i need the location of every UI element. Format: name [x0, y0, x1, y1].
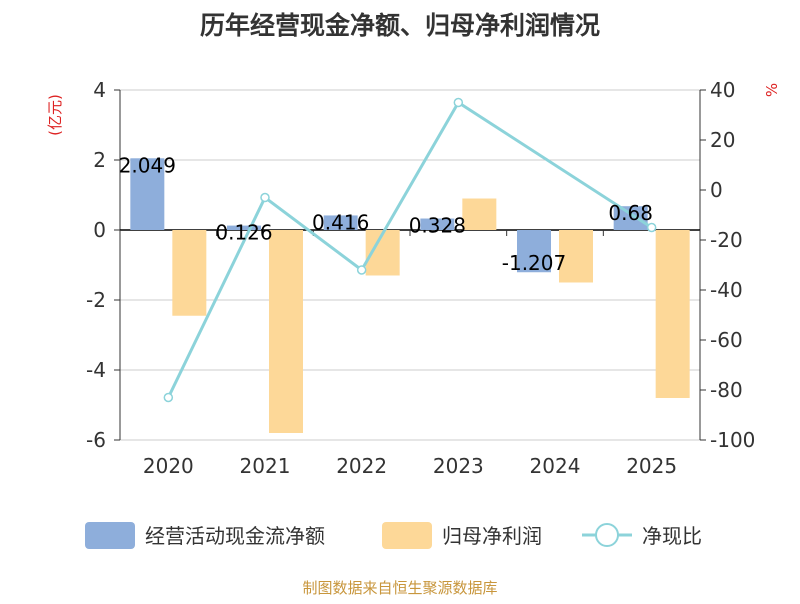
left-tick-label: -2: [86, 288, 106, 312]
right-tick-label: 0: [710, 178, 723, 202]
legend-ratio-label: 净现比: [642, 524, 702, 548]
right-tick-label: 40: [710, 78, 735, 102]
legend-cashflow-label: 经营活动现金流净额: [145, 524, 325, 548]
cashflow-data-label: 2.049: [119, 153, 176, 177]
category-label: 2022: [336, 454, 387, 478]
net-profit-bar: [462, 198, 497, 230]
net-profit-bar: [172, 230, 207, 316]
bars: [130, 158, 690, 433]
left-tick-label: -6: [86, 428, 106, 452]
left-tick-label: 2: [93, 148, 106, 172]
cashflow-data-label: 0.126: [215, 221, 272, 245]
ratio-point: [163, 392, 174, 403]
right-tick-label: 20: [710, 128, 735, 152]
right-tick-label: -40: [710, 278, 743, 302]
category-label: 2023: [433, 454, 484, 478]
source-note: 制图数据来自恒生聚源数据库: [302, 579, 497, 597]
cashflow-bar: [517, 230, 551, 273]
cashflow-data-label: 0.328: [409, 214, 466, 238]
right-axis-unit: %: [763, 83, 781, 97]
net-profit-bar: [269, 230, 303, 433]
legend[interactable]: 经营活动现金流净额 归母净利润 净现比: [85, 522, 702, 549]
category-label: 2020: [143, 454, 194, 478]
net-profit-bar: [655, 230, 690, 398]
category-label: 2025: [626, 454, 677, 478]
cashflow-bar: [613, 206, 648, 230]
cashflow-bar: [227, 225, 261, 230]
gridlines: [120, 89, 700, 441]
cashflow-data-label: 0.68: [608, 201, 653, 225]
ratio-point: [453, 97, 464, 108]
data-labels: 2.049 0.126 0.416 0.328 -1.207 0.68: [119, 153, 653, 275]
legend-net-profit[interactable]: 归母净利润: [382, 522, 542, 549]
right-tick-label: -60: [710, 328, 743, 352]
ratio-point: [260, 192, 270, 203]
left-tick-label: 0: [93, 218, 106, 242]
legend-ratio-swatch-marker: [595, 523, 619, 547]
category-label: 2024: [530, 454, 581, 478]
legend-cashflow-swatch: [85, 522, 135, 549]
cashflow-data-label: 0.416: [312, 210, 369, 234]
legend-cashflow[interactable]: 经营活动现金流净额: [85, 522, 325, 549]
cashflow-bar: [420, 218, 455, 230]
legend-net-profit-label: 归母净利润: [442, 524, 542, 548]
left-tick-label: 4: [93, 78, 106, 102]
left-tick-label: -4: [86, 358, 106, 382]
chart-title: 历年经营现金净额、归母净利润情况: [200, 11, 600, 40]
cashflow-data-label: -1.207: [502, 251, 566, 275]
category-label: 2021: [240, 454, 291, 478]
cashflow-bar: [130, 158, 165, 230]
cashflow-bar: [323, 215, 358, 230]
legend-ratio[interactable]: 净现比: [582, 523, 702, 548]
legend-net-profit-swatch: [382, 522, 432, 549]
right-tick-label: -80: [710, 378, 743, 402]
right-tick-label: -20: [710, 228, 743, 252]
ratio-line: [163, 97, 657, 403]
net-profit-bar: [559, 230, 593, 283]
left-axis-unit: (亿元): [46, 94, 64, 136]
ratio-point: [356, 265, 367, 275]
right-tick-label: -100: [710, 428, 755, 452]
ratio-point: [646, 222, 657, 233]
